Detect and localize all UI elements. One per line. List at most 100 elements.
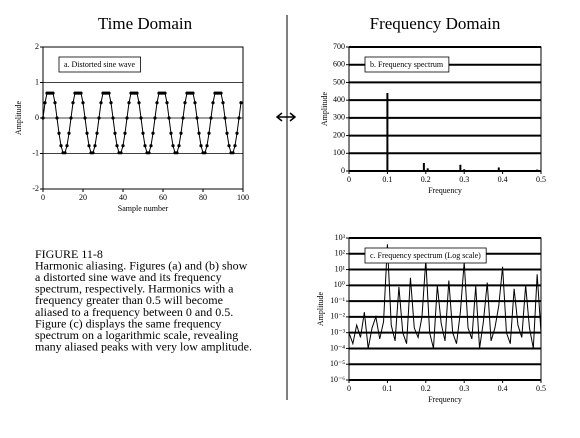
x-tick-label: 0.5 — [536, 384, 546, 393]
data-point — [227, 144, 231, 148]
x-tick-label: 60 — [159, 193, 167, 202]
x-tick-label: 0 — [347, 175, 351, 184]
data-point — [93, 144, 97, 148]
data-point — [71, 101, 75, 105]
data-point — [95, 131, 99, 135]
data-point — [121, 144, 125, 148]
y-tick-label: 2 — [35, 42, 39, 51]
data-point — [79, 91, 83, 95]
data-point — [115, 144, 119, 148]
y-tick-label: 700 — [333, 42, 345, 51]
data-point — [153, 116, 157, 120]
data-point — [51, 91, 55, 95]
heading: Frequency Domain — [370, 14, 501, 33]
x-tick-label: 0.3 — [459, 175, 469, 184]
data-point — [127, 101, 131, 105]
data-point — [139, 116, 143, 120]
data-point — [119, 151, 123, 155]
x-axis-label: Frequency — [428, 186, 462, 195]
data-point — [143, 144, 147, 148]
y-tick-label: 10¹ — [335, 264, 346, 273]
data-point — [167, 116, 171, 120]
data-point — [207, 131, 211, 135]
data-point — [83, 116, 87, 120]
data-point — [109, 101, 113, 105]
y-tick-label: 10⁻² — [330, 312, 345, 321]
x-tick-label: 0.4 — [498, 384, 508, 393]
data-point — [209, 116, 213, 120]
x-axis-label: Frequency — [428, 395, 462, 404]
arrow — [275, 112, 297, 122]
data-point — [191, 91, 195, 95]
data-point — [237, 116, 241, 120]
data-line — [348, 244, 542, 349]
data-point — [135, 91, 139, 95]
data-point — [99, 101, 103, 105]
data-point — [137, 101, 141, 105]
caption-line: FIGURE 11-8 — [35, 247, 103, 261]
y-tick-label: 600 — [333, 60, 345, 69]
x-tick-label: 40 — [119, 193, 127, 202]
data-point — [53, 101, 57, 105]
caption-line: aliased to a frequency between 0 and 0.5… — [35, 305, 233, 319]
data-point — [221, 101, 225, 105]
caption-line: many aliased peaks with very low amplitu… — [35, 340, 252, 354]
caption-line: Harmonic aliasing. Figures (a) and (b) s… — [35, 258, 248, 272]
y-tick-label: 0 — [341, 166, 345, 175]
data-point — [65, 144, 69, 148]
x-tick-label: 0.1 — [382, 384, 392, 393]
data-point — [233, 144, 237, 148]
data-point — [55, 116, 59, 120]
y-tick-label: -1 — [32, 148, 39, 157]
data-point — [41, 116, 45, 120]
data-point — [211, 101, 215, 105]
data-point — [203, 151, 207, 155]
data-point — [111, 116, 115, 120]
data-point — [225, 131, 229, 135]
x-tick-label: 0.4 — [498, 175, 508, 184]
inset-label-box — [364, 56, 450, 73]
inset-label: c. Frequency spectrum (Log scale) — [370, 251, 481, 260]
y-tick-label: 0 — [35, 113, 39, 122]
data-point — [231, 151, 235, 155]
y-tick-label: 100 — [333, 148, 345, 157]
data-point — [223, 116, 227, 120]
inset-label: b. Frequency spectrum — [370, 60, 444, 69]
data-point — [57, 131, 61, 135]
data-point — [151, 131, 155, 135]
caption-line: spectrum on a logarithmic scale, reveali… — [35, 328, 238, 342]
x-tick-label: 0.1 — [382, 175, 392, 184]
y-tick-label: 10⁰ — [334, 280, 345, 289]
data-point — [163, 91, 167, 95]
data-point — [63, 151, 67, 155]
data-point — [183, 101, 187, 105]
data-point — [149, 144, 153, 148]
data-point — [219, 91, 223, 95]
caption-line: frequency greater than 0.5 will become — [35, 293, 223, 307]
x-tick-label: 80 — [199, 193, 207, 202]
caption-line: Figure (c) displays the same frequency — [35, 316, 221, 330]
y-tick-label: 500 — [333, 77, 345, 86]
data-point — [235, 131, 239, 135]
data-point — [107, 91, 111, 95]
y-tick-label: 10³ — [335, 233, 346, 242]
data-point — [205, 144, 209, 148]
caption-line: a distorted sine wave and its frequency — [35, 270, 222, 284]
data-point — [125, 116, 129, 120]
y-tick-label: 1 — [35, 77, 39, 86]
data-point — [67, 131, 71, 135]
data-point — [181, 116, 185, 120]
data-point — [175, 151, 179, 155]
data-point — [59, 144, 63, 148]
data-point — [193, 101, 197, 105]
data-point — [155, 101, 159, 105]
data-point — [177, 144, 181, 148]
data-point — [87, 144, 91, 148]
data-point — [179, 131, 183, 135]
x-tick-label: 0 — [347, 384, 351, 393]
y-tick-label: -2 — [32, 184, 39, 193]
y-axis-label: Amplitude — [14, 100, 23, 135]
x-tick-label: 20 — [79, 193, 87, 202]
